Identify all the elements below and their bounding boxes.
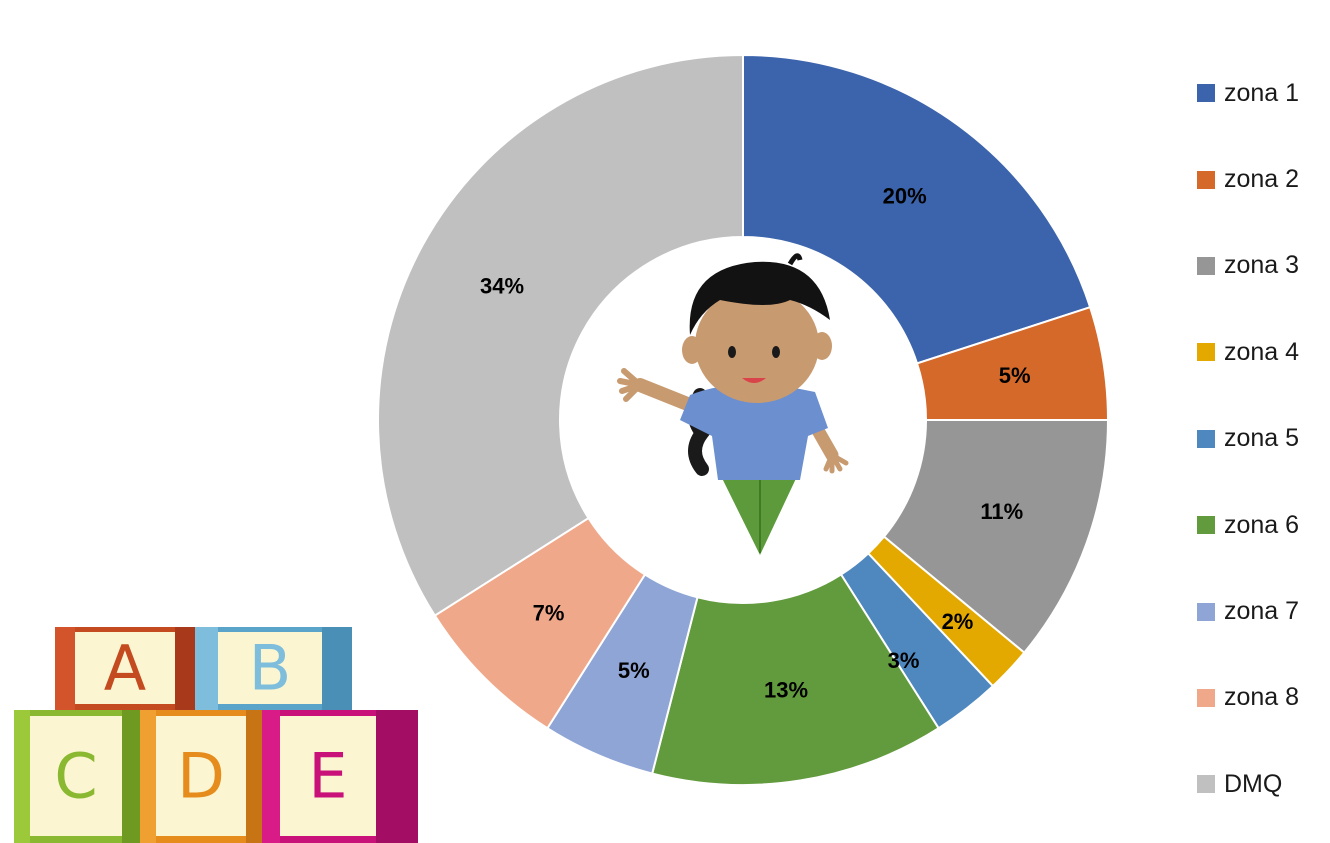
legend-swatch <box>1197 429 1215 448</box>
legend-item-zona-3: zona 3 <box>1197 223 1327 309</box>
legend-label: zona 4 <box>1224 337 1300 366</box>
legend-swatch <box>1197 256 1215 275</box>
legend-label: zona 8 <box>1224 683 1300 712</box>
legend: zona 1 zona 2 zona 3 zona 4 zona 5 zona 6 zona… <box>1197 50 1327 828</box>
legend-label: zona 2 <box>1224 165 1300 194</box>
girl-illustration <box>617 253 849 555</box>
legend-label: zona 6 <box>1224 510 1300 539</box>
legend-label: zona 7 <box>1224 597 1300 626</box>
slice-label-zona-1: 20% <box>883 183 927 208</box>
block-letter-a: A <box>104 632 146 705</box>
block-letter-b: B <box>249 632 292 705</box>
legend-label: zona 5 <box>1224 424 1300 453</box>
slice-label-zona-4: 2% <box>942 609 974 634</box>
alphabet-blocks-image: A B C D E <box>14 627 418 843</box>
legend-swatch <box>1197 343 1215 362</box>
legend-swatch <box>1197 170 1215 189</box>
legend-item-zona-2: zona 2 <box>1197 136 1327 222</box>
legend-swatch <box>1197 775 1215 794</box>
block-letter-d: D <box>177 740 225 813</box>
slice-zona-6 <box>651 573 940 786</box>
slice-label-dmq: 34% <box>480 273 524 298</box>
legend-swatch <box>1197 602 1215 621</box>
legend-label: zona 3 <box>1224 251 1300 280</box>
legend-item-zona-1: zona 1 <box>1197 50 1327 136</box>
legend-swatch <box>1197 516 1215 535</box>
legend-swatch <box>1197 688 1215 707</box>
legend-label: DMQ <box>1224 769 1283 798</box>
slice-dmq <box>377 53 744 617</box>
slice-labels-group: 20% 5% 11% 2% 3% 13% 5% 7% 34% <box>480 183 1031 702</box>
slice-label-zona-3: 11% <box>980 499 1023 524</box>
legend-item-zona-4: zona 4 <box>1197 309 1327 395</box>
legend-item-zona-5: zona 5 <box>1197 396 1327 482</box>
legend-item-zona-6: zona 6 <box>1197 482 1327 568</box>
slice-label-zona-8: 7% <box>533 600 565 625</box>
slice-label-zona-6: 13% <box>764 677 808 702</box>
slice-zona-1 <box>742 53 1092 365</box>
slice-label-zona-2: 5% <box>999 363 1031 388</box>
legend-item-zona-7: zona 7 <box>1197 568 1327 654</box>
legend-label: zona 1 <box>1224 78 1300 107</box>
legend-item-zona-8: zona 8 <box>1197 655 1327 741</box>
slice-label-zona-7: 5% <box>618 658 650 683</box>
slice-label-zona-5: 3% <box>888 648 920 673</box>
block-letter-e: E <box>308 740 347 813</box>
legend-swatch <box>1197 84 1215 103</box>
legend-item-dmq: DMQ <box>1197 741 1327 827</box>
block-letter-c: C <box>54 740 97 813</box>
